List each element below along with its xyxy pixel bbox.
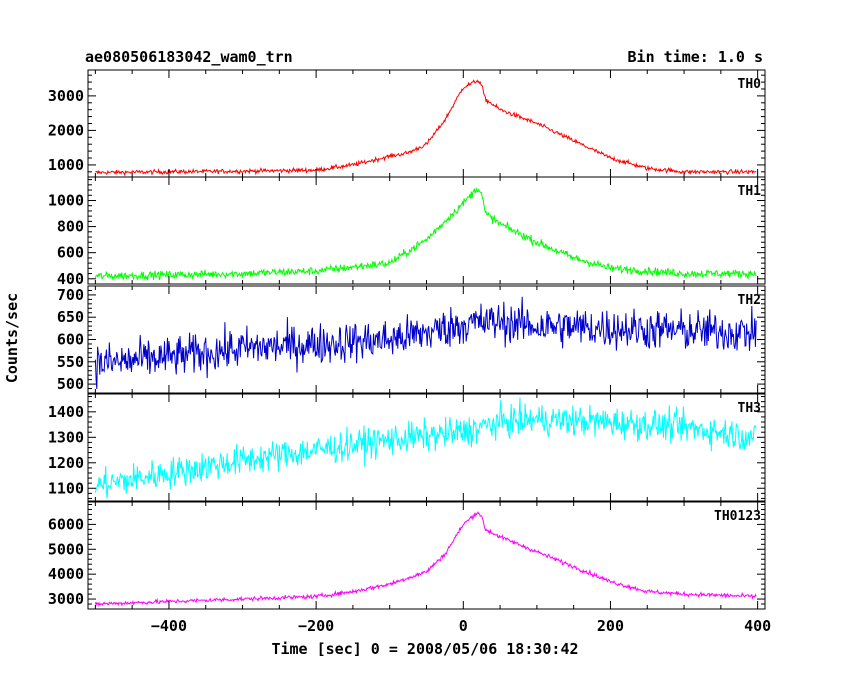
y-tick-label: 800 (57, 218, 84, 236)
y-tick-label: 600 (57, 331, 84, 349)
series-line-th3 (94, 397, 757, 499)
y-tick-label: 1000 (48, 156, 84, 174)
y-tick-label: 400 (57, 270, 84, 288)
panels-group: 1000 2000 3000 TH0 400 600 800 1000 TH1 500 550 600… (48, 69, 766, 610)
y-tick-label: 500 (57, 375, 84, 393)
y-tick-label: 4000 (48, 565, 84, 583)
y-tick-label: 1200 (48, 454, 84, 472)
y-tick-label: 600 (57, 244, 84, 262)
panel-label-th0: TH0 (738, 77, 762, 92)
panel-th1: 400 600 800 1000 TH1 (48, 176, 766, 288)
y-tick-label: 5000 (48, 540, 84, 558)
y-tick-label: 1000 (48, 191, 84, 209)
series-line-th1 (94, 187, 757, 281)
panel-th2: 500 550 600 650 700 TH2 (57, 285, 766, 394)
x-axis: −400 −200 0 200 400 (151, 617, 771, 635)
panel-label-th2: TH2 (738, 293, 761, 308)
y-tick-label: 2000 (48, 121, 84, 139)
y-tick-label: 1300 (48, 428, 84, 446)
y-tick-label: 700 (57, 286, 84, 304)
x-tick-label: −400 (151, 617, 187, 635)
series-line-th0123 (94, 511, 757, 607)
panel-th3: 1100 1200 1300 1400 TH3 (48, 393, 766, 502)
y-tick-label: 650 (57, 308, 84, 326)
y-tick-label: 1400 (48, 403, 84, 421)
x-tick-label: 400 (744, 617, 771, 635)
y-axis-label: Counts/sec (3, 293, 21, 383)
y-tick-label: 3000 (48, 590, 84, 608)
x-axis-label: Time [sec] 0 = 2008/05/06 18:30:42 (271, 640, 578, 658)
panel-th0123: 3000 4000 5000 6000 TH0123 (48, 501, 766, 610)
y-tick-label: 550 (57, 353, 84, 371)
y-tick-label: 1100 (48, 479, 84, 497)
panel-label-th3: TH3 (738, 401, 761, 416)
panel-label-th0123: TH0123 (714, 509, 761, 524)
y-tick-label: 6000 (48, 515, 84, 533)
series-line-th2 (94, 296, 757, 389)
series-line-th0 (95, 79, 757, 177)
x-tick-label: 200 (597, 617, 624, 635)
bin-time-label: Bin time: 1.0 s (628, 48, 763, 66)
x-tick-label: −200 (298, 617, 334, 635)
panel-label-th1: TH1 (738, 184, 762, 199)
chart-title: ae080506183042_wam0_trn (85, 48, 293, 66)
x-tick-label: 0 (459, 617, 468, 635)
y-tick-label: 3000 (48, 87, 84, 105)
